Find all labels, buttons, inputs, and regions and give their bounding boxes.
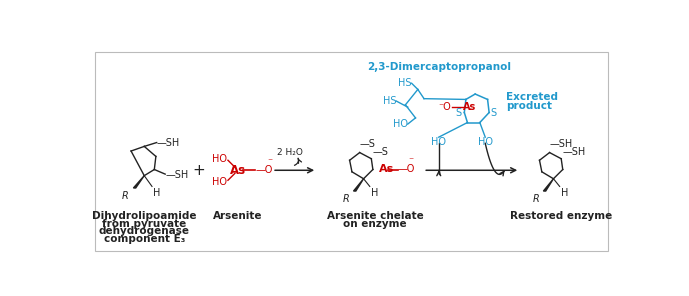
- Text: H: H: [153, 188, 160, 198]
- Text: ⁻O: ⁻O: [438, 102, 451, 112]
- Text: R: R: [343, 194, 349, 204]
- Text: —SH: —SH: [563, 147, 586, 157]
- Text: As: As: [379, 165, 394, 175]
- Text: S: S: [456, 107, 462, 118]
- Text: H: H: [371, 188, 379, 198]
- Text: Excreted: Excreted: [506, 92, 558, 102]
- Text: ⁻: ⁻: [409, 156, 413, 166]
- Text: HS: HS: [382, 96, 396, 106]
- Text: Restored enzyme: Restored enzyme: [510, 211, 613, 221]
- Text: HO: HO: [431, 137, 446, 147]
- Text: H: H: [562, 188, 568, 198]
- Text: —S: —S: [373, 147, 389, 157]
- Polygon shape: [544, 179, 553, 191]
- Text: 2 H₂O: 2 H₂O: [277, 148, 303, 157]
- Text: —SH: —SH: [165, 170, 188, 180]
- Text: HO: HO: [212, 177, 227, 187]
- Text: Dihydrolipoamide: Dihydrolipoamide: [92, 211, 196, 221]
- Text: S: S: [491, 107, 497, 118]
- Text: HO: HO: [477, 137, 493, 147]
- Text: dehydrogenase: dehydrogenase: [99, 226, 189, 237]
- Text: Arsenite chelate: Arsenite chelate: [327, 211, 424, 221]
- Text: HO: HO: [212, 154, 227, 164]
- Text: —SH: —SH: [156, 138, 180, 147]
- Text: component E₃: component E₃: [103, 234, 185, 244]
- Text: HS: HS: [398, 78, 411, 88]
- Text: R: R: [122, 191, 129, 201]
- Text: As: As: [463, 102, 476, 112]
- Text: product: product: [506, 101, 552, 111]
- Text: As: As: [230, 164, 246, 177]
- Polygon shape: [134, 176, 144, 188]
- Text: R: R: [533, 194, 539, 204]
- Text: HO: HO: [393, 119, 408, 129]
- Text: —SH: —SH: [550, 139, 573, 149]
- Text: on enzyme: on enzyme: [343, 219, 407, 229]
- Text: from pyruvate: from pyruvate: [102, 219, 187, 229]
- Text: —S: —S: [360, 139, 376, 149]
- Bar: [95, 52, 608, 251]
- Text: 2,3-Dimercaptopropanol: 2,3-Dimercaptopropanol: [367, 62, 511, 73]
- Text: +: +: [192, 163, 205, 178]
- Text: —O: —O: [255, 165, 272, 175]
- Text: ⁻: ⁻: [267, 157, 273, 167]
- Text: —O: —O: [398, 165, 415, 175]
- Text: Arsenite: Arsenite: [214, 211, 263, 221]
- Polygon shape: [353, 179, 364, 191]
